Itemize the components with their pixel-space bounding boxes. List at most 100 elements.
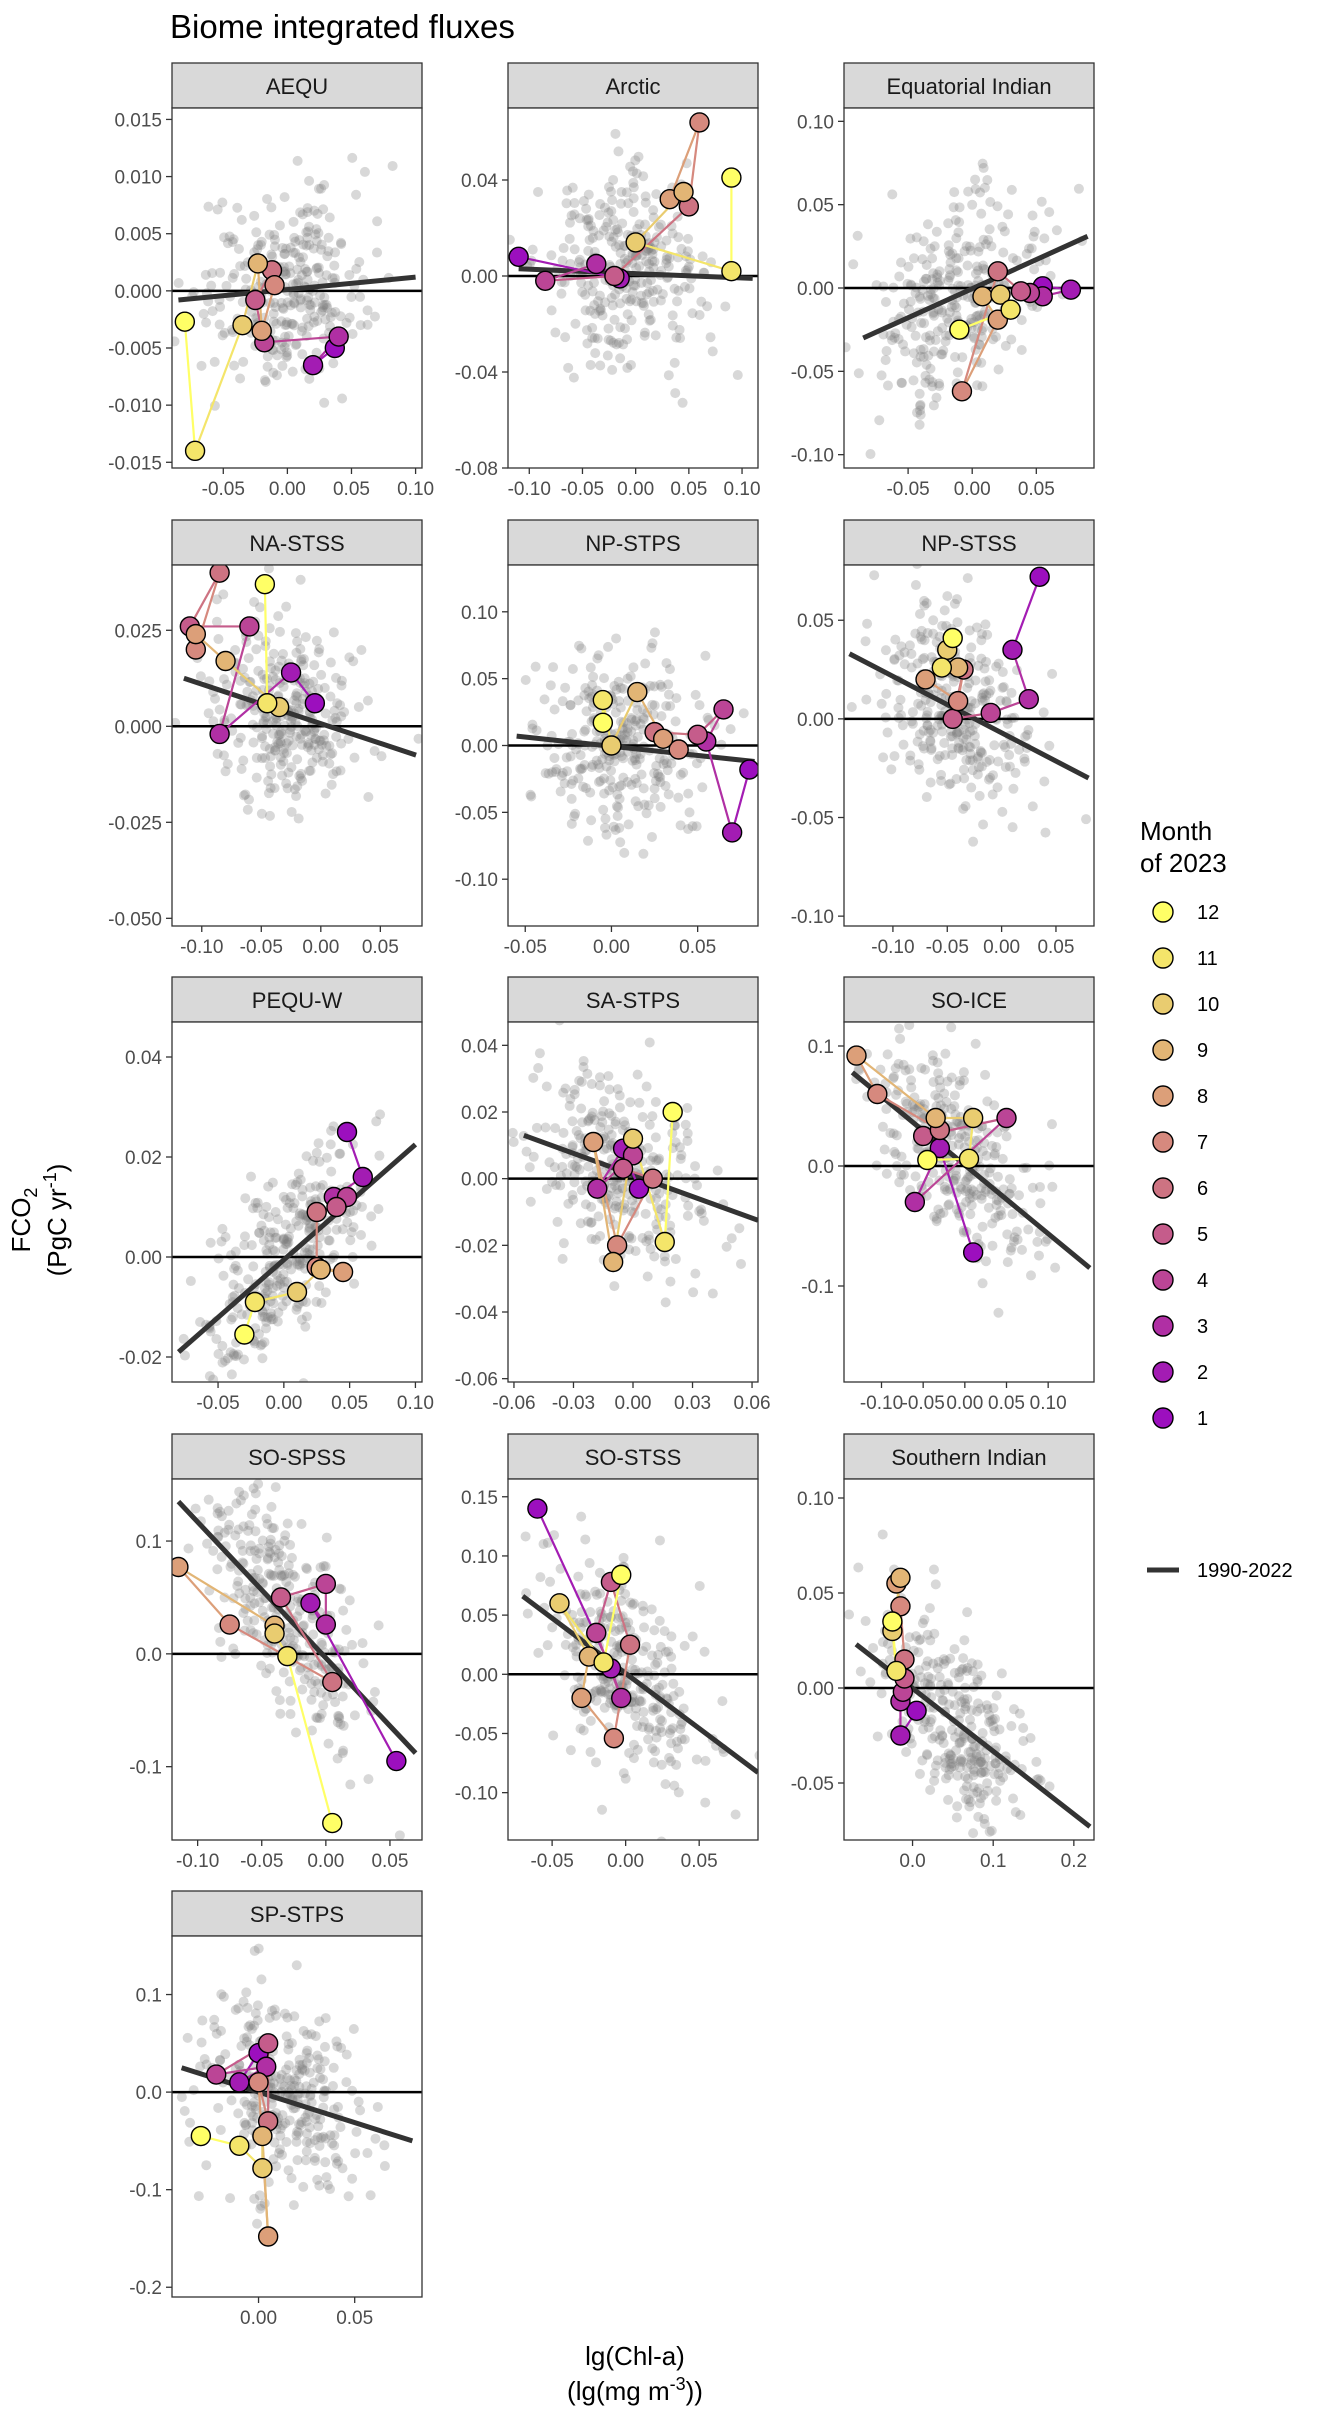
bg-point [954,1132,965,1143]
legend-label-month-8: 8 [1197,1086,1208,1108]
bg-point [949,300,960,311]
bg-point [226,1369,237,1380]
bg-point [606,1110,617,1121]
bg-point [262,351,273,362]
bg-point [970,1038,981,1049]
bg-point [257,669,268,680]
bg-point [311,1296,322,1307]
bg-point [1051,225,1062,236]
bg-point [574,254,585,265]
bg-point [238,1607,249,1618]
bg-point [647,1743,658,1754]
bg-point [889,1146,900,1157]
bg-point [304,1244,315,1255]
bg-point [583,221,594,232]
bg-point [320,788,331,799]
bg-point [595,305,606,316]
bg-point [611,1196,622,1207]
bg-point [918,236,929,247]
bg-point [239,2096,250,2107]
bg-point [956,1736,967,1747]
bg-point [289,232,300,243]
bg-point [312,1678,323,1689]
bg-point [232,202,243,213]
bg-point [238,1490,249,1501]
panel-bg-so-ice [844,1022,1094,1382]
panel-border-na-stss [171,564,423,927]
bg-point [608,215,619,226]
bg-point [269,234,280,245]
bg-point [591,1589,602,1600]
month-point-8 [846,1045,867,1066]
bg-point [920,695,931,706]
bg-point [222,238,233,249]
bg-point [351,189,362,200]
bg-point [887,189,898,200]
bg-point [252,1565,263,1576]
bg-point [355,291,366,302]
bg-point [274,1564,285,1575]
bg-point [224,231,235,242]
bg-point [314,2016,325,2027]
bg-point [643,1143,654,1154]
bg-point [270,745,281,756]
month-point-11 [244,1291,266,1313]
bg-point [960,801,971,812]
month-point-1 [906,1700,927,1722]
bg-point [262,1286,273,1297]
bg-point [272,1214,283,1225]
bg-point [279,192,290,203]
panel-border-so-spss [171,1478,423,1841]
bg-point [292,2126,303,2137]
bg-point [659,1626,670,1637]
bg-point [981,690,992,701]
bg-point [902,278,913,289]
bg-point [1016,1244,1027,1255]
bg-point [200,269,211,280]
bg-point [930,335,941,346]
bg-point [937,1694,948,1705]
bg-point [986,241,997,252]
bg-point [606,236,617,247]
bg-point [612,1613,623,1624]
month-path-segment [286,1655,334,1824]
panel-content-southern-indian [844,1529,1094,1839]
bg-point [329,2140,340,2151]
bg-point [963,186,974,197]
bg-point [585,359,596,370]
bg-point [976,357,987,368]
y-tick-label: 0.00 [125,1248,162,1269]
bg-point [288,2200,299,2211]
bg-point [844,1609,855,1620]
bg-point [306,2097,317,2108]
bg-point [937,322,948,333]
bg-point [640,1208,651,1219]
month-point-7 [951,381,973,402]
bg-point [323,232,334,243]
bg-point [634,219,645,230]
bg-point [275,2073,286,2084]
bg-point [583,835,594,846]
bg-point [641,1236,652,1247]
bg-point [1021,248,1032,259]
month-path-segment [938,1147,975,1253]
bg-point [586,1201,597,1212]
bg-point [998,739,1009,750]
bg-point [919,600,930,611]
bg-point [964,1188,975,1199]
bg-point [331,2036,342,2047]
bg-point [655,801,666,812]
bg-point [671,1759,682,1770]
bg-point [290,1179,301,1190]
bg-point [313,268,324,279]
bg-point [894,650,905,661]
bg-point [344,312,355,323]
month-path-segment [705,741,734,833]
bg-point [929,310,940,321]
bg-point [229,1263,240,1274]
bg-point [610,1626,621,1637]
month-point-1 [527,1498,548,1519]
bg-point [583,189,594,200]
bg-point [929,1775,940,1786]
bg-point [944,1753,955,1764]
